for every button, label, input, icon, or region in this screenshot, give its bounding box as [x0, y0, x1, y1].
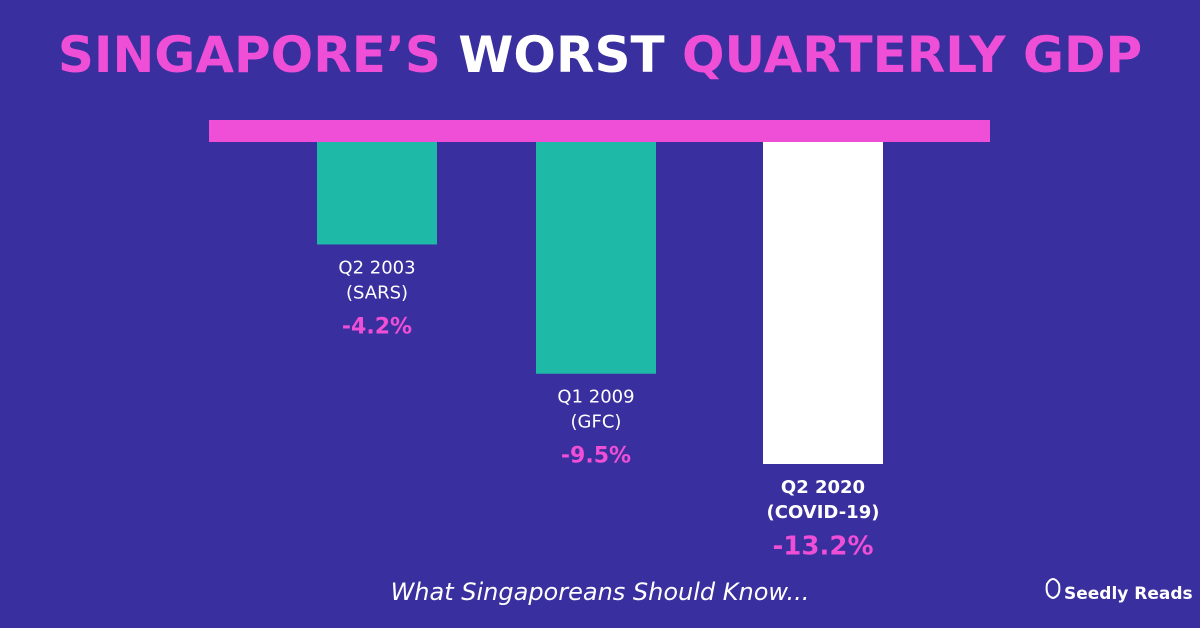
value-label: -13.2% — [773, 532, 874, 562]
brand-logo: Seedly Reads — [1045, 578, 1193, 604]
chart-title: SINGAPORE’S WORST QUARTERLY GDP — [58, 26, 1142, 84]
footer: What Singaporeans Should Know... — [391, 578, 810, 606]
title-part: SINGAPORE’S — [58, 26, 441, 84]
value-label: -4.2% — [342, 314, 412, 339]
baseline-bar — [209, 120, 990, 142]
category-label: (GFC) — [571, 412, 622, 433]
title-part: WORST — [458, 26, 664, 84]
category-label: Q1 2009 — [557, 387, 634, 408]
bar — [317, 142, 437, 245]
brand-icon — [1045, 578, 1061, 600]
brand-name: Seedly Reads — [1064, 584, 1193, 604]
category-label: (SARS) — [346, 282, 408, 303]
bar — [536, 142, 656, 374]
category-label: (COVID-19) — [767, 502, 880, 523]
title-part: QUARTERLY GDP — [682, 26, 1142, 84]
category-label: Q2 2020 — [781, 477, 865, 498]
bar — [763, 142, 883, 464]
category-label: Q2 2003 — [338, 257, 415, 278]
value-label: -9.5% — [561, 444, 631, 469]
